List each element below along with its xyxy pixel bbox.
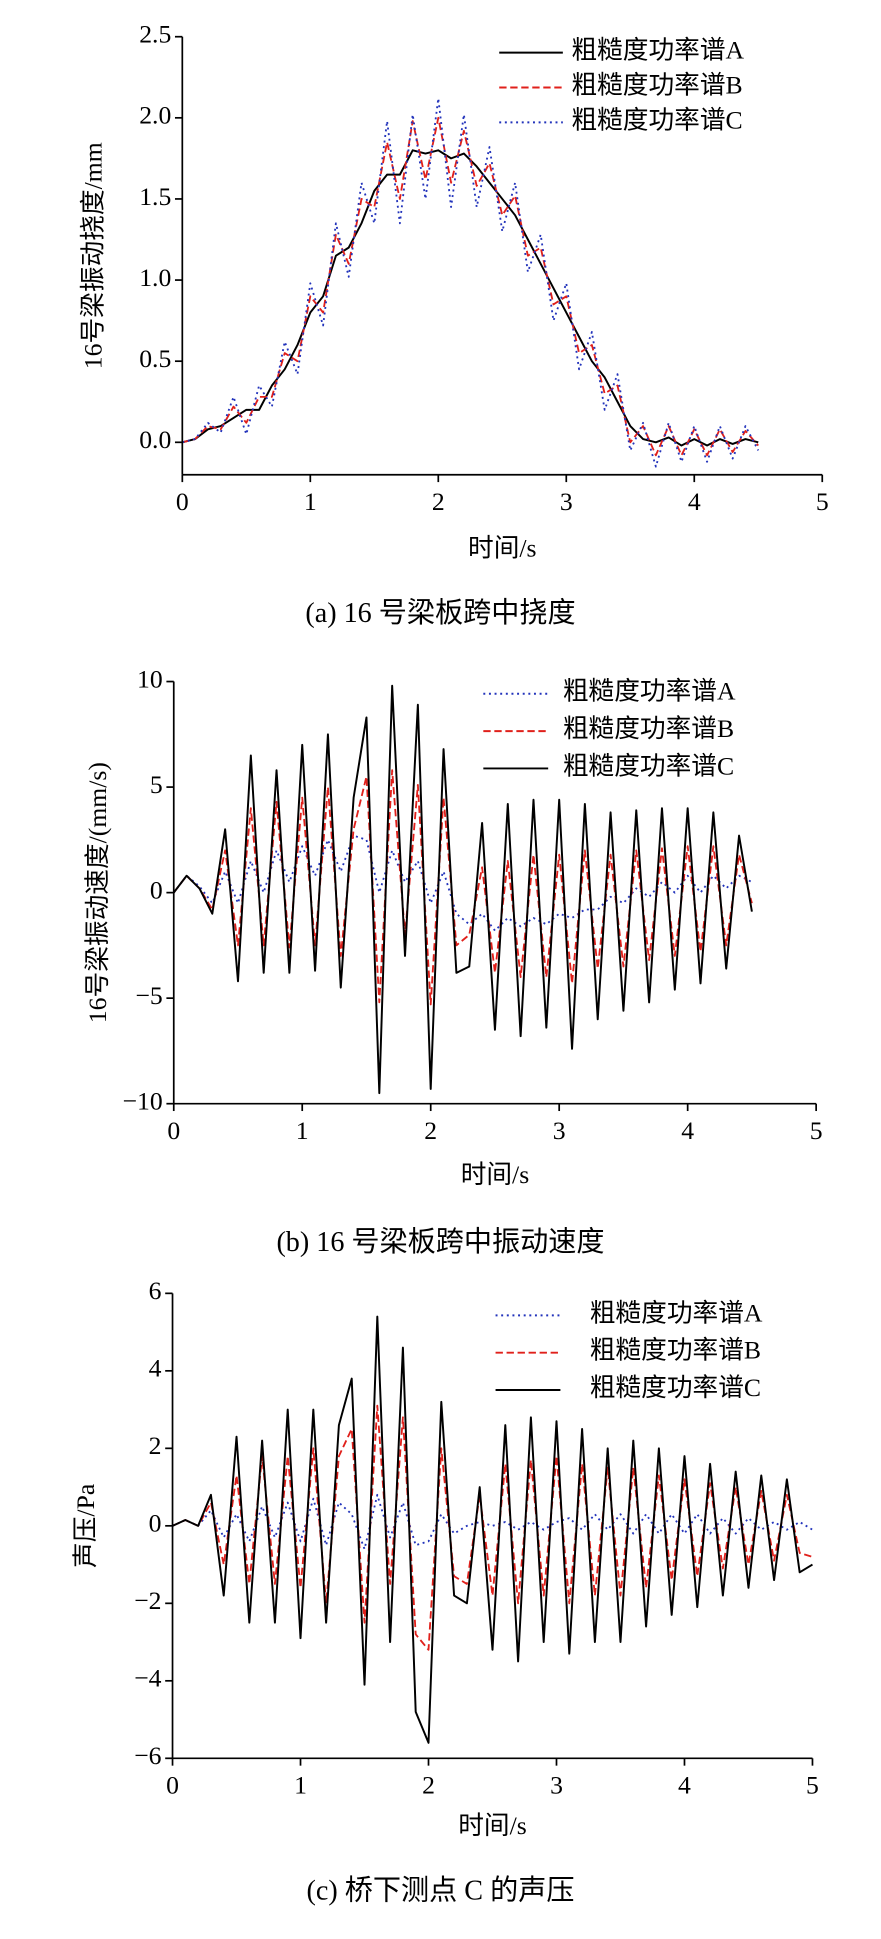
y-axis-label: 声压/Pa bbox=[71, 1483, 100, 1568]
x-tick-label: 1 bbox=[304, 487, 317, 516]
x-tick-label: 2 bbox=[424, 1116, 437, 1145]
series-line bbox=[182, 149, 759, 447]
chart: 粗糙度功率谱A 粗糙度功率谱B 粗糙度功率谱C −10 −5 0 5 10 0 1 2 3 4 5 时间/s… bbox=[83, 664, 822, 1257]
y-axis-label: 16号梁振动速度/(mm/s) bbox=[83, 762, 112, 1023]
legend-label: 粗糙度功率谱B bbox=[571, 70, 742, 99]
legend-label: 粗糙度功率谱C bbox=[563, 751, 734, 780]
chart-caption: (b) 16 号梁板跨中振动速度 bbox=[276, 1226, 604, 1258]
legend-label: 粗糙度功率谱C bbox=[590, 1373, 761, 1402]
series-line bbox=[173, 834, 753, 932]
legend-label: 粗糙度功率谱B bbox=[563, 714, 734, 743]
x-tick-label: 4 bbox=[678, 1771, 691, 1800]
x-tick-label: 2 bbox=[432, 487, 445, 516]
y-axis-label: 16号梁振动挠度/mm bbox=[78, 142, 107, 369]
x-axis-label: 时间/s bbox=[461, 1160, 530, 1189]
y-tick-label: 5 bbox=[150, 770, 163, 799]
x-tick-label: 2 bbox=[422, 1771, 435, 1800]
y-tick-label: 1.5 bbox=[139, 182, 171, 211]
x-tick-label: 5 bbox=[806, 1771, 819, 1800]
x-axis-label: 时间/s bbox=[468, 534, 537, 563]
y-tick-label: 2.0 bbox=[139, 101, 171, 130]
chart: 粗糙度功率谱A 粗糙度功率谱B 粗糙度功率谱C −6 −4 −2 0 2 4 6 0 1 2 3 4 5 时间/… bbox=[71, 1276, 819, 1906]
x-tick-label: 3 bbox=[553, 1116, 566, 1145]
y-tick-label: −6 bbox=[134, 1741, 161, 1770]
y-tick-label: 0.5 bbox=[139, 344, 171, 373]
legend-label: 粗糙度功率谱A bbox=[563, 677, 736, 706]
x-tick-label: 1 bbox=[296, 1116, 309, 1145]
y-tick-label: 2 bbox=[149, 1431, 162, 1460]
x-tick-label: 3 bbox=[560, 487, 573, 516]
y-tick-label: 6 bbox=[149, 1276, 162, 1305]
x-tick-label: 1 bbox=[294, 1771, 307, 1800]
chart-caption: (c) 桥下测点 C 的声压 bbox=[307, 1874, 575, 1906]
x-tick-label: 5 bbox=[810, 1116, 823, 1145]
chart: 粗糙度功率谱A 粗糙度功率谱B 粗糙度功率谱C 0.0 0.5 1.0 1.5 2.0 2.5 0… bbox=[78, 20, 828, 629]
series-line bbox=[172, 684, 753, 1095]
y-tick-label: 10 bbox=[137, 664, 163, 693]
y-tick-label: 0.0 bbox=[139, 425, 171, 454]
legend-label: 粗糙度功率谱C bbox=[571, 105, 742, 134]
y-tick-label: −2 bbox=[134, 1586, 161, 1615]
x-tick-label: 3 bbox=[550, 1771, 563, 1800]
figure-content: 粗糙度功率谱A 粗糙度功率谱B 粗糙度功率谱C 0.0 0.5 1.0 1.5 2.0 2.5 0… bbox=[71, 20, 829, 1907]
x-tick-label: 0 bbox=[166, 1771, 179, 1800]
y-tick-label: −10 bbox=[123, 1087, 163, 1116]
y-tick-label: 4 bbox=[149, 1354, 162, 1383]
x-tick-label: 0 bbox=[176, 487, 189, 516]
legend-label: 粗糙度功率谱A bbox=[590, 1298, 763, 1327]
legend-label: 粗糙度功率谱A bbox=[571, 36, 744, 65]
series-line bbox=[172, 1315, 813, 1744]
x-axis-label: 时间/s bbox=[458, 1811, 527, 1840]
y-tick-label: 0 bbox=[150, 876, 163, 905]
x-tick-label: 4 bbox=[681, 1116, 694, 1145]
y-tick-label: −5 bbox=[135, 981, 162, 1010]
y-tick-label: −4 bbox=[134, 1664, 161, 1693]
y-tick-label: 2.5 bbox=[139, 20, 171, 49]
series-line bbox=[182, 116, 759, 457]
series-line bbox=[182, 97, 760, 468]
x-tick-label: 5 bbox=[816, 487, 829, 516]
legend-label: 粗糙度功率谱B bbox=[590, 1336, 761, 1365]
x-tick-label: 0 bbox=[167, 1116, 180, 1145]
x-tick-label: 4 bbox=[688, 487, 701, 516]
y-tick-label: 1.0 bbox=[139, 263, 171, 292]
chart-caption: (a) 16 号梁板跨中挠度 bbox=[305, 597, 575, 629]
y-tick-label: 0 bbox=[149, 1509, 162, 1538]
